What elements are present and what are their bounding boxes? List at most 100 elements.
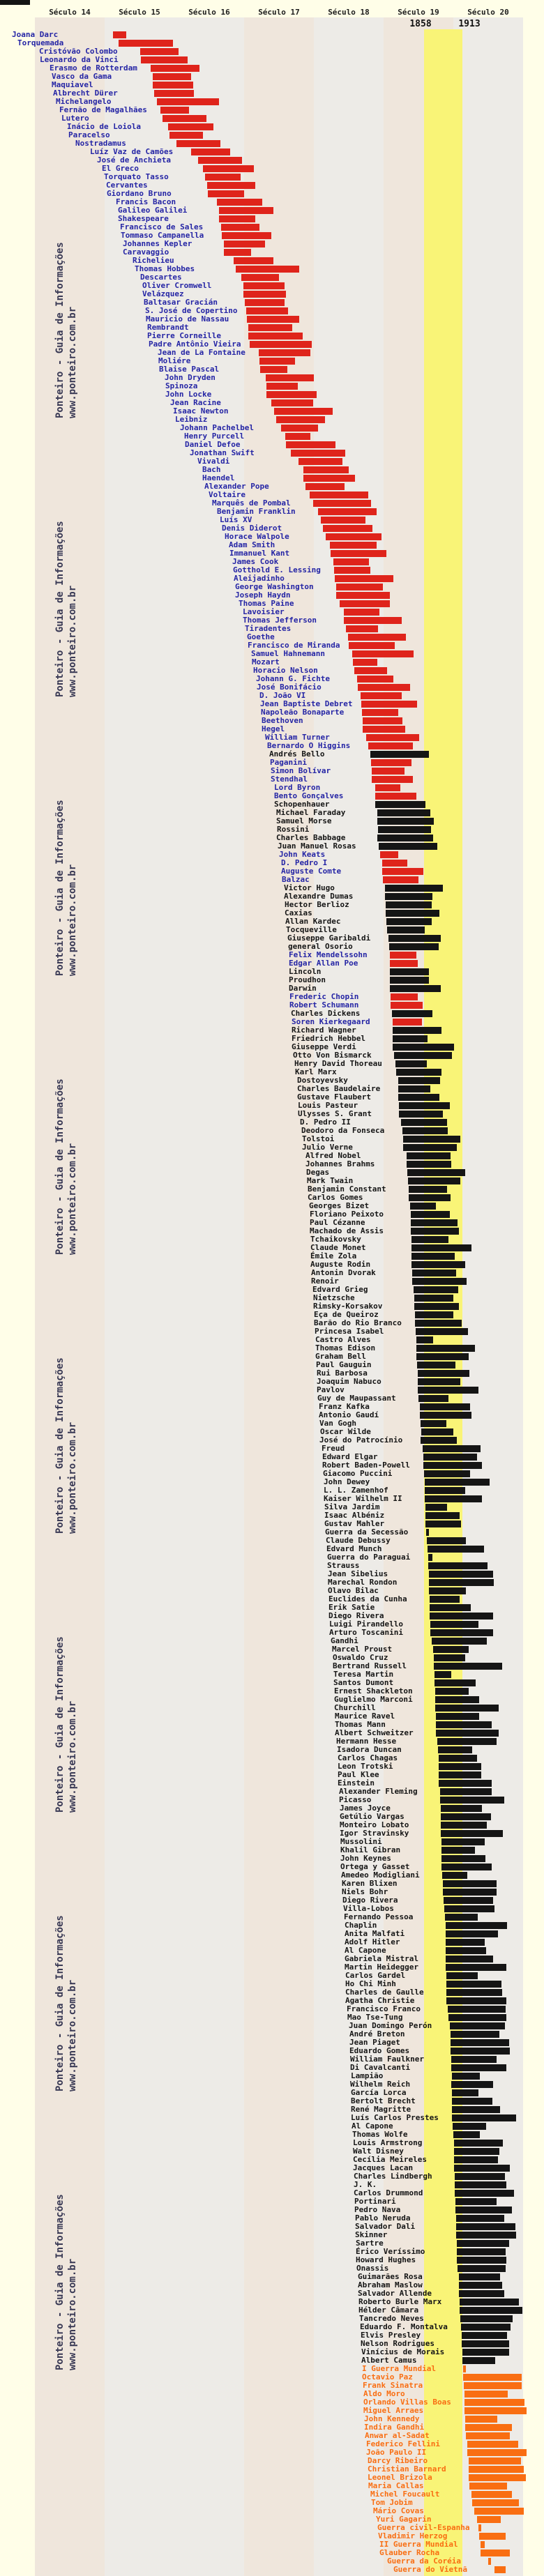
- lifespan-bar: [234, 257, 273, 264]
- person-name-label: Frank Sinatra: [363, 2381, 423, 2390]
- lifespan-bar: [450, 2022, 505, 2029]
- lifespan-bar: [451, 2048, 510, 2055]
- lifespan-bar: [243, 291, 286, 298]
- person-name-label: Machado de Assis: [310, 1226, 384, 1235]
- person-name-label: Castro Alves: [315, 1335, 371, 1344]
- person-name-label: Van Gogh: [319, 1419, 356, 1428]
- lifespan-bar: [303, 475, 355, 482]
- person-name-label: Alexander Fleming: [339, 1787, 418, 1796]
- person-name-label: Skinner: [355, 2230, 388, 2239]
- lifespan-bar: [246, 307, 288, 314]
- lifespan-bar: [472, 2499, 519, 2506]
- person-name-label: Fernão de Magalhães: [59, 105, 147, 114]
- lifespan-bar: [488, 2558, 491, 2565]
- band-end-year-label: 1913: [458, 19, 481, 29]
- watermark-text: Ponteiro - Guia de Informações: [54, 800, 66, 976]
- lifespan-bar: [429, 1587, 466, 1594]
- lifespan-bar: [153, 82, 193, 89]
- lifespan-bar: [412, 1278, 467, 1285]
- person-name-label: Inácio de Loiola: [67, 122, 141, 131]
- person-name-label: Al Capone: [345, 1946, 386, 1955]
- lifespan-bar: [399, 1102, 450, 1109]
- lifespan-bar: [205, 174, 241, 181]
- lifespan-bar: [382, 860, 407, 867]
- lifespan-bar: [430, 1604, 471, 1611]
- watermark-text: Ponteiro - Guia de Informações: [54, 1915, 66, 2091]
- person-name-label: Torquato Tasso: [104, 172, 169, 181]
- person-name-label: Simon Bolívar: [271, 766, 331, 775]
- person-name-label: Thomas Paine: [239, 599, 294, 608]
- person-name-label: Henry Purcell: [184, 432, 245, 441]
- lifespan-bar: [414, 1286, 458, 1293]
- person-name-label: Mark Twain: [307, 1176, 354, 1185]
- person-name-label: Marquês de Pombal: [212, 498, 291, 508]
- person-name-label: I Guerra Mundial: [362, 2364, 436, 2373]
- lifespan-bar: [375, 801, 425, 808]
- person-name-label: William Faulkner: [350, 2055, 424, 2064]
- person-name-label: Paul Cézanne: [310, 1218, 365, 1227]
- person-name-label: Gotthold E. Lessing: [233, 565, 321, 574]
- lifespan-bar: [441, 1830, 503, 1837]
- lifespan-bar: [416, 1345, 475, 1352]
- lifespan-bar: [321, 517, 365, 524]
- person-name-label: Fernando Pessoa: [344, 1912, 414, 1921]
- lifespan-bar: [453, 2123, 486, 2130]
- lifespan-bar: [401, 1119, 447, 1126]
- person-name-label: Francisco de Sales: [120, 222, 204, 231]
- person-name-label: Charles Babbage: [276, 833, 346, 842]
- lifespan-bar: [393, 1044, 454, 1051]
- lifespan-bar: [427, 1537, 466, 1544]
- watermark-text: www.ponteiro.com.br: [67, 1979, 78, 2091]
- person-name-label: Leonardo da Vinci: [40, 55, 119, 64]
- person-name-label: Guimarães Rosa: [358, 2272, 423, 2281]
- person-name-label: Erik Satie: [328, 1603, 375, 1612]
- lifespan-bar: [443, 1880, 497, 1887]
- person-name-label: Euclides da Cunha: [328, 1594, 407, 1603]
- lifespan-bar: [344, 617, 402, 624]
- person-name-label: Claude Debussy: [326, 1536, 391, 1545]
- lifespan-bar: [411, 1261, 465, 1268]
- person-name-label: Horace Walpole: [225, 532, 289, 541]
- person-name-label: Robert Baden-Powell: [322, 1461, 410, 1470]
- person-name-label: Antonin Dvorak: [311, 1268, 376, 1277]
- lifespan-bar: [363, 726, 405, 733]
- lifespan-bar: [331, 550, 386, 557]
- person-name-label: Johannes Brahms: [305, 1159, 375, 1168]
- lifespan-bar: [169, 132, 203, 139]
- person-name-label: Baltasar Gracián: [144, 298, 218, 307]
- person-name-label: Leon Trotski: [338, 1762, 393, 1771]
- lifespan-bar: [368, 742, 413, 749]
- lifespan-bar: [266, 383, 298, 390]
- person-name-label: Picasso: [339, 1795, 372, 1804]
- person-name-label: Walt Disney: [353, 2147, 404, 2156]
- person-name-label: Albert Camus: [361, 2356, 417, 2365]
- lifespan-bar: [469, 2457, 521, 2464]
- century-axis-label: Século 14: [49, 8, 91, 17]
- person-name-label: Johann Pachelbel: [180, 423, 254, 432]
- person-name-label: Victor Hugo: [284, 883, 335, 892]
- person-name-label: Jean Baptiste Debret: [260, 699, 353, 708]
- person-name-label: Lutero: [61, 114, 89, 123]
- person-name-label: Yuri Gagarin: [376, 2515, 432, 2524]
- lifespan-bar: [446, 1947, 486, 1954]
- person-name-label: Orlando Villas Boas: [363, 2398, 451, 2407]
- lifespan-bar: [479, 2533, 506, 2540]
- person-name-label: Carlos Gomes: [308, 1193, 363, 1202]
- watermark-text: Ponteiro - Guia de Informações: [54, 521, 66, 697]
- lifespan-bar: [151, 65, 199, 72]
- lifespan-bar: [409, 1194, 451, 1201]
- person-name-label: Rembrandt: [147, 323, 189, 332]
- lifespan-bar: [464, 2391, 508, 2398]
- person-name-label: Luís Carlos Prestes: [351, 2113, 439, 2122]
- lifespan-bar: [372, 776, 413, 783]
- person-name-label: Onassis: [356, 2264, 389, 2273]
- person-name-label: Shakespeare: [118, 214, 169, 223]
- lifespan-bar: [469, 2466, 524, 2473]
- person-name-label: Stendhal: [271, 775, 308, 784]
- lifespan-bar: [463, 2374, 522, 2381]
- lifespan-bar: [461, 2324, 511, 2331]
- lifespan-bar: [387, 927, 425, 933]
- lifespan-bar: [439, 1755, 477, 1762]
- person-name-label: general Osorio: [288, 942, 353, 951]
- lifespan-bar: [176, 140, 220, 147]
